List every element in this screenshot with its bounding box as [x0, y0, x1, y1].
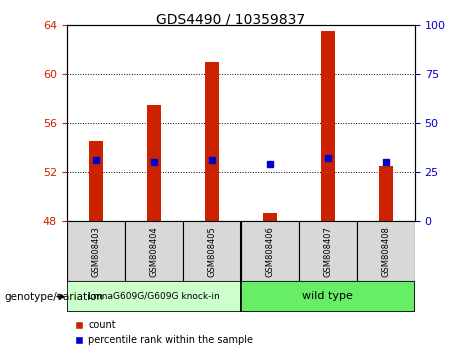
Bar	[321, 31, 335, 221]
Text: wild type: wild type	[302, 291, 353, 302]
Text: GSM808408: GSM808408	[381, 226, 390, 277]
Bar	[299, 221, 357, 281]
Text: genotype/variation: genotype/variation	[5, 292, 104, 302]
Bar	[89, 142, 103, 221]
Bar	[67, 221, 125, 281]
Bar	[125, 221, 183, 281]
Bar	[205, 62, 219, 221]
Bar	[183, 221, 241, 281]
Bar	[67, 281, 241, 312]
Bar	[357, 221, 415, 281]
Bar	[378, 166, 393, 221]
Text: GSM808406: GSM808406	[266, 226, 274, 277]
Bar	[147, 104, 161, 221]
Bar	[241, 221, 299, 281]
Bar	[241, 281, 415, 312]
Text: GSM808403: GSM808403	[91, 226, 100, 277]
Bar	[263, 213, 277, 221]
Text: LmnaG609G/G609G knock-in: LmnaG609G/G609G knock-in	[88, 292, 220, 301]
Text: GSM808404: GSM808404	[149, 226, 159, 277]
Text: GSM808407: GSM808407	[323, 226, 332, 277]
Legend: count, percentile rank within the sample: count, percentile rank within the sample	[72, 316, 257, 349]
Text: GSM808405: GSM808405	[207, 226, 216, 277]
Text: GDS4490 / 10359837: GDS4490 / 10359837	[156, 12, 305, 27]
